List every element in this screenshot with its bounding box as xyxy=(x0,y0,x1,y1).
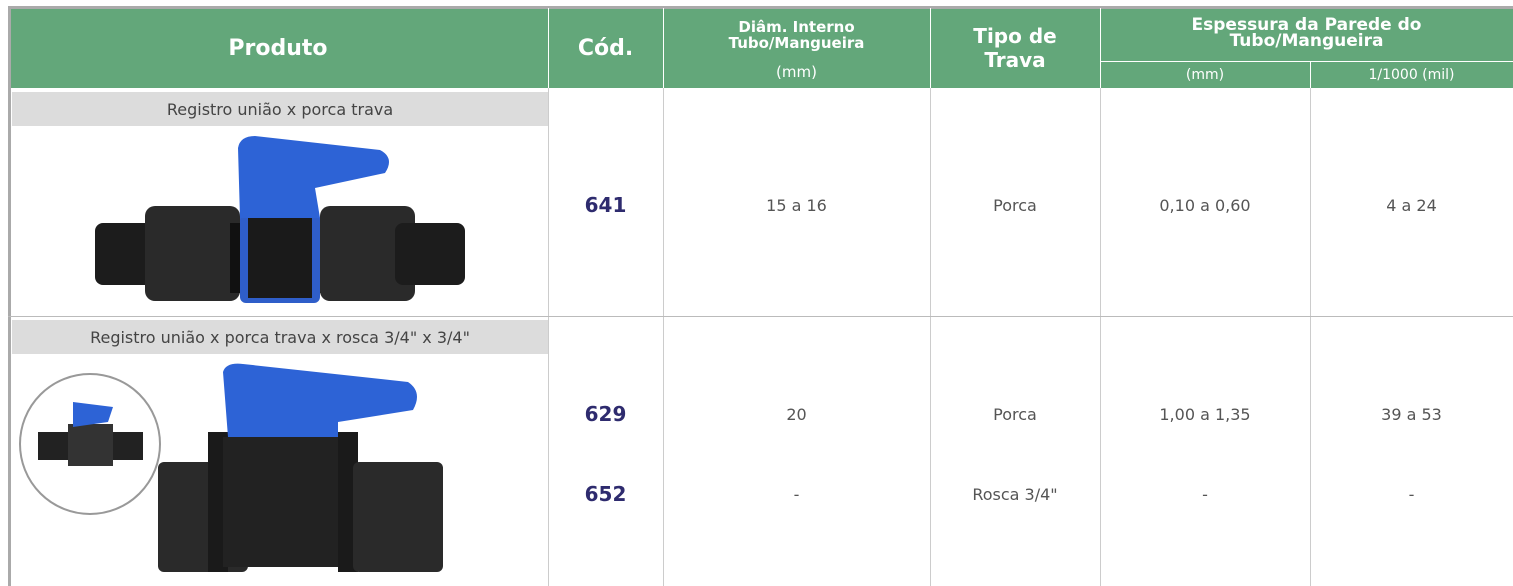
lock-type: Porca xyxy=(930,190,1100,220)
header-wall-text: Espessura da Parede do Tubo/Mangueira xyxy=(1167,17,1447,49)
wall-mil: 4 a 24 xyxy=(1310,190,1513,220)
header-product-text: Produto xyxy=(228,36,327,61)
diameter-text: - xyxy=(794,485,800,504)
code: 652 xyxy=(548,479,663,509)
wall-mil: - xyxy=(1310,479,1513,509)
lock-type-text: Porca xyxy=(993,405,1037,424)
valve-image-2 xyxy=(18,362,548,582)
lock-type-text: Rosca 3/4" xyxy=(972,485,1057,504)
valve-image-1 xyxy=(90,128,470,318)
header-code: Cód. xyxy=(548,8,663,88)
header-diameter-text: Diâm. Interno Tubo/Mangueira xyxy=(722,19,872,51)
header-divider xyxy=(1100,8,1101,88)
column-line xyxy=(930,88,931,586)
lock-type-text: Porca xyxy=(993,196,1037,215)
header-diameter: Diâm. Interno Tubo/Mangueira xyxy=(663,12,930,58)
header-wall-mil: 1/1000 (mil) xyxy=(1310,62,1513,88)
header-wall-mm-text: (mm) xyxy=(1186,67,1224,83)
code: 629 xyxy=(548,399,663,429)
column-line xyxy=(548,88,549,586)
lock-type: Rosca 3/4" xyxy=(930,479,1100,509)
product-label: Registro união x porca trava x rosca 3/4… xyxy=(12,320,548,354)
header-lock-text: Tipo de Trava xyxy=(965,24,1065,72)
header-wall: Espessura da Parede do Tubo/Mangueira xyxy=(1100,10,1513,56)
wall-mil-text: - xyxy=(1409,485,1415,504)
header-code-text: Cód. xyxy=(578,36,633,61)
column-line xyxy=(1310,88,1311,586)
product-label-text: Registro união x porca trava xyxy=(167,100,393,119)
lock-type: Porca xyxy=(930,399,1100,429)
wall-mm-text: 1,00 a 1,35 xyxy=(1159,405,1250,424)
wall-mil-text: 39 a 53 xyxy=(1381,405,1442,424)
row-separator xyxy=(8,316,1513,317)
header-wall-mil-text: 1/1000 (mil) xyxy=(1368,67,1454,83)
header-divider xyxy=(663,8,664,88)
product-label: Registro união x porca trava xyxy=(12,92,548,126)
diameter: 15 a 16 xyxy=(663,190,930,220)
wall-mil: 39 a 53 xyxy=(1310,399,1513,429)
wall-mm: 1,00 a 1,35 xyxy=(1100,399,1310,429)
left-border xyxy=(8,8,11,586)
wall-mm-text: - xyxy=(1202,485,1208,504)
code: 641 xyxy=(548,190,663,220)
header-diameter-unit-text: (mm) xyxy=(776,63,817,81)
diameter: - xyxy=(663,479,930,509)
wall-mm: - xyxy=(1100,479,1310,509)
column-line xyxy=(1100,88,1101,586)
header-lock: Tipo de Trava xyxy=(930,8,1100,88)
diameter-text: 20 xyxy=(786,405,806,424)
code-text: 652 xyxy=(585,482,627,506)
product-label-text: Registro união x porca trava x rosca 3/4… xyxy=(90,328,470,347)
header-divider xyxy=(548,8,549,88)
header-diameter-unit: (mm) xyxy=(663,60,930,84)
header-divider xyxy=(930,8,931,88)
diameter: 20 xyxy=(663,399,930,429)
code-text: 641 xyxy=(585,193,627,217)
diameter-text: 15 a 16 xyxy=(766,196,827,215)
header-divider xyxy=(1310,62,1311,88)
wall-mm-text: 0,10 a 0,60 xyxy=(1159,196,1250,215)
code-text: 629 xyxy=(585,402,627,426)
column-line xyxy=(663,88,664,586)
page: Produto Cód. Diâm. Interno Tubo/Mangueira (… xyxy=(0,0,1513,586)
wall-mil-text: 4 a 24 xyxy=(1386,196,1437,215)
header-wall-mm: (mm) xyxy=(1100,62,1310,88)
wall-mm: 0,10 a 0,60 xyxy=(1100,190,1310,220)
header-product: Produto xyxy=(8,8,548,88)
